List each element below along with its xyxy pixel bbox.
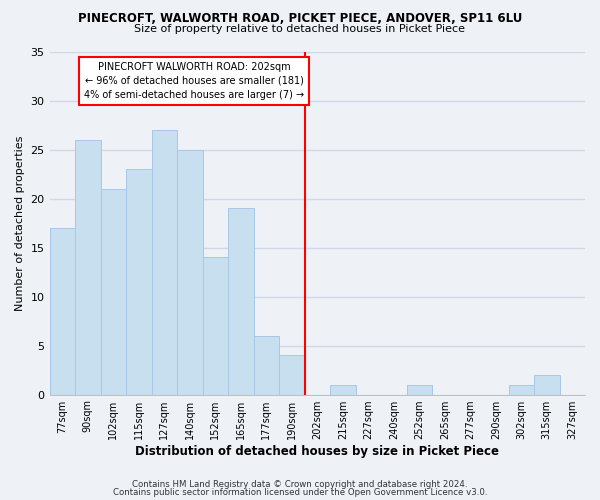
Bar xyxy=(279,356,305,395)
Bar xyxy=(203,258,228,394)
X-axis label: Distribution of detached houses by size in Picket Piece: Distribution of detached houses by size … xyxy=(135,444,499,458)
Bar xyxy=(152,130,177,394)
Bar xyxy=(509,385,534,394)
Text: Size of property relative to detached houses in Picket Piece: Size of property relative to detached ho… xyxy=(134,24,466,34)
Bar xyxy=(126,169,152,394)
Bar xyxy=(534,375,560,394)
Y-axis label: Number of detached properties: Number of detached properties xyxy=(15,136,25,310)
Text: PINECROFT WALWORTH ROAD: 202sqm
← 96% of detached houses are smaller (181)
4% of: PINECROFT WALWORTH ROAD: 202sqm ← 96% of… xyxy=(84,62,304,100)
Text: Contains HM Land Registry data © Crown copyright and database right 2024.: Contains HM Land Registry data © Crown c… xyxy=(132,480,468,489)
Bar xyxy=(330,385,356,394)
Text: Contains public sector information licensed under the Open Government Licence v3: Contains public sector information licen… xyxy=(113,488,487,497)
Bar xyxy=(407,385,432,394)
Bar xyxy=(75,140,101,394)
Bar xyxy=(177,150,203,394)
Bar xyxy=(228,208,254,394)
Text: PINECROFT, WALWORTH ROAD, PICKET PIECE, ANDOVER, SP11 6LU: PINECROFT, WALWORTH ROAD, PICKET PIECE, … xyxy=(78,12,522,26)
Bar xyxy=(254,336,279,394)
Bar xyxy=(101,188,126,394)
Bar xyxy=(50,228,75,394)
